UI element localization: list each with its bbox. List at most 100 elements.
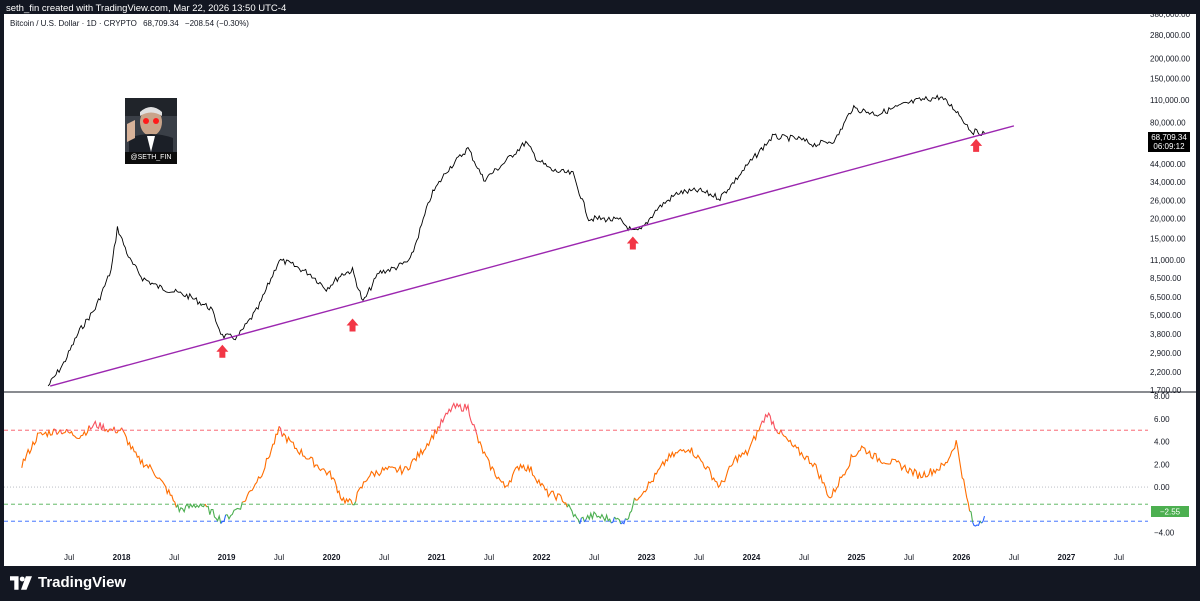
oscillator-line-segment	[281, 432, 354, 505]
x-axis-label: 2026	[953, 553, 971, 562]
oscillator-value-label: −2.55	[1151, 506, 1189, 517]
price-tick-label: 280,000.00	[1150, 31, 1191, 40]
x-axis-label: 2018	[113, 553, 131, 562]
oscillator-line-segment	[566, 503, 581, 524]
oscillator-line-segment	[584, 519, 587, 523]
marker-layer	[216, 138, 983, 358]
price-tick-label: 26,000.00	[1150, 196, 1186, 205]
x-axis-label: 2020	[323, 553, 341, 562]
price-tick-label: 1,700.00	[1150, 386, 1182, 395]
oscillator-line-segment	[585, 510, 612, 524]
legend-symbol: Bitcoin / U.S. Dollar · 1D · CRYPTO	[10, 19, 137, 28]
oscillator-line-segment	[88, 420, 106, 432]
oscillator-line-segment	[780, 429, 783, 435]
oscillator-line-segment	[109, 428, 114, 432]
x-axis-label: 2022	[533, 553, 551, 562]
oscillator-line-segment	[121, 427, 124, 432]
countdown-value: 06:09:12	[1153, 142, 1185, 151]
price-tick-label: 6,500.00	[1150, 293, 1182, 302]
y-axis-layer: 380,000.00 280,000.00 200,000.00 150,000.00…	[1150, 14, 1191, 538]
oscillator-line-segment	[625, 497, 636, 521]
trendline	[50, 125, 1015, 387]
legend-change: −208.54 (−0.30%)	[185, 19, 249, 28]
btc-price-line	[47, 94, 985, 387]
oscillator-label-value: −2.55	[1160, 508, 1181, 517]
oscillator-line-segment	[352, 501, 357, 506]
oscillator-line-segment	[760, 411, 779, 434]
oscillator-bands	[4, 429, 1148, 522]
arrow-up-icon-1	[216, 344, 229, 358]
oscillator-line-segment	[242, 426, 280, 503]
oscillator-line-segment	[68, 425, 90, 440]
oscillator-line-segment	[476, 434, 568, 508]
oscillator-line-segment	[206, 505, 222, 524]
x-axis-label: Jul	[589, 553, 599, 562]
oscillator-line-segment	[435, 426, 439, 434]
x-axis-label: Jul	[484, 553, 494, 562]
x-axis-label: Jul	[1009, 553, 1019, 562]
oscillator-line-segment	[113, 426, 117, 433]
price-tick-label: 11,000.00	[1150, 256, 1186, 265]
oscillator-line-segment	[610, 516, 616, 524]
oscillator-line-segment	[59, 429, 63, 435]
osc-tick-label: 4.00	[1154, 438, 1170, 447]
legend-line: Bitcoin / U.S. Dollar · 1D · CRYPTO 68,7…	[10, 19, 249, 28]
chart-canvas[interactable]: 380,000.00 280,000.00 200,000.00 150,000.00…	[4, 14, 1196, 566]
x-axis-label: 2024	[743, 553, 761, 562]
legend-price: 68,709.34	[143, 19, 179, 28]
trendline-layer	[50, 125, 1015, 387]
avatar-caption: @SETH_FIN	[125, 152, 177, 164]
price-tick-label: 15,000.00	[1150, 235, 1186, 244]
x-axis-label: Jul	[64, 553, 74, 562]
x-axis-label: Jul	[694, 553, 704, 562]
arrow-up-icon-2	[346, 318, 359, 332]
oscillator-line-segment	[118, 429, 121, 432]
oscillator-line-segment	[53, 428, 58, 435]
oscillator-line-segment	[175, 502, 206, 514]
tradingview-brand: TradingView	[38, 574, 127, 591]
chart-panel[interactable]: 380,000.00 280,000.00 200,000.00 150,000.00…	[4, 14, 1196, 566]
oscillator-line-segment	[781, 433, 971, 512]
last-price-value: 68,709.34	[1151, 133, 1187, 142]
attribution-header: seth_fin created with TradingView.com, M…	[6, 3, 287, 14]
oscillator-line-segment	[579, 517, 582, 524]
last-price-label-bg	[1148, 132, 1190, 152]
oscillator-layer	[21, 402, 986, 527]
oscillator-line-segment	[278, 425, 283, 437]
tradingview-logo[interactable]: TradingView	[10, 574, 126, 591]
x-axis-label: 2019	[218, 553, 236, 562]
oscillator-line-segment	[969, 510, 974, 523]
x-axis-label: Jul	[1114, 553, 1124, 562]
oscillator-line-segment	[122, 430, 177, 508]
oscillator-line-segment	[777, 429, 782, 435]
price-layer	[47, 94, 985, 387]
tradingview-logo-icon	[10, 575, 32, 590]
oscillator-line-segment	[204, 503, 208, 508]
x-axis-label: Jul	[379, 553, 389, 562]
x-axis-label: 2025	[848, 553, 866, 562]
price-tick-label: 8,500.00	[1150, 274, 1182, 283]
last-price-label: 68,709.34 06:09:12	[1148, 132, 1190, 152]
oscillator-line-segment	[355, 429, 436, 502]
oscillator-line-segment	[614, 516, 622, 525]
oscillator-line-segment	[220, 514, 227, 524]
x-axis-label: Jul	[904, 553, 914, 562]
price-tick-label: 110,000.00	[1150, 96, 1190, 105]
price-tick-label: 2,200.00	[1150, 368, 1182, 377]
x-axis-label: 2027	[1058, 553, 1076, 562]
oscillator-line-segment	[437, 402, 478, 436]
price-tick-label: 5,000.00	[1150, 311, 1182, 320]
osc-tick-label: 2.00	[1154, 460, 1170, 469]
oscillator-line-segment	[620, 518, 627, 525]
price-tick-label: 34,000.00	[1150, 178, 1186, 187]
oscillator-line-segment	[581, 516, 586, 523]
price-tick-label: 380,000.00	[1150, 14, 1191, 19]
arrow-up-icon-4	[970, 138, 983, 152]
x-axis-label: Jul	[799, 553, 809, 562]
oscillator-line-segment	[972, 521, 981, 527]
osc-tick-label: 8.00	[1154, 392, 1170, 401]
oscillator-line-segment	[21, 428, 55, 468]
x-axis-label: 2023	[638, 553, 656, 562]
oscillator-line-segment	[981, 515, 986, 524]
